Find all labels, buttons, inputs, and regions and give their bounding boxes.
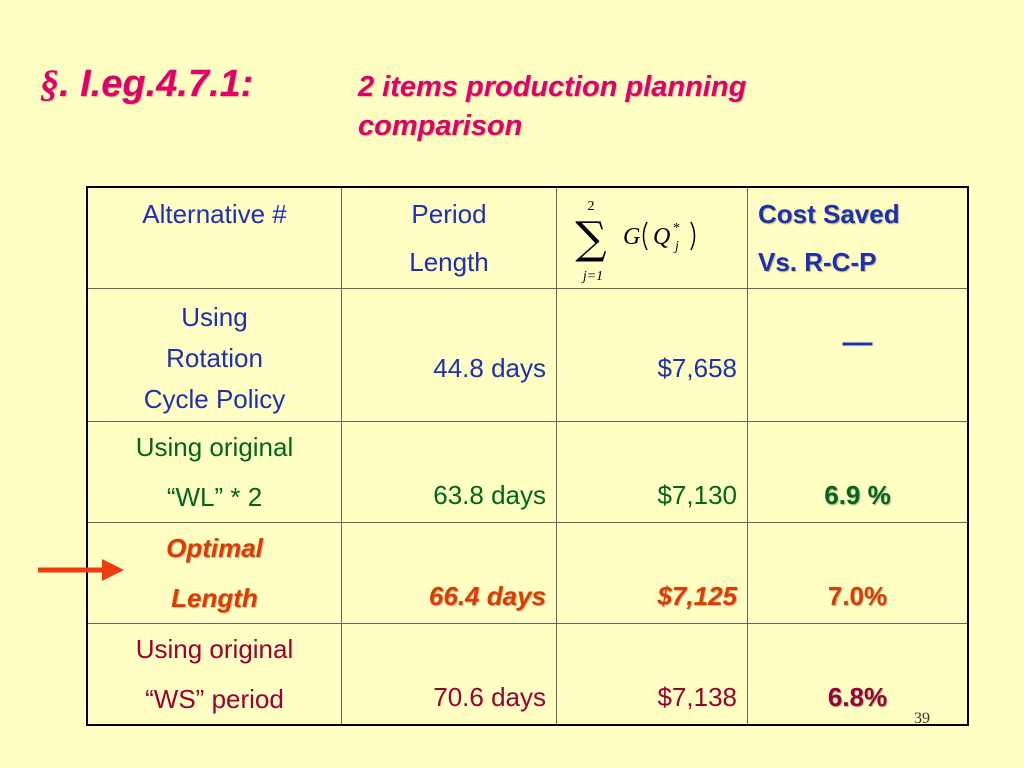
table-header-row: Alternative # Period Length 2 ∑ j=1 G Q *… [86, 186, 969, 289]
header-cost-saved: Cost Saved Vs. R-C-P [747, 186, 969, 289]
cell-period: 70.6 days [341, 623, 557, 726]
cell-saved: 7.0% [747, 522, 969, 624]
section-symbol: § [40, 63, 59, 105]
cell-saved: 6.9 % [747, 421, 969, 523]
header-period-line1: Period [411, 199, 487, 229]
table-row: Optimal Length 66.4 days $7,125 7.0% [86, 522, 969, 624]
formula-superscript: * [673, 221, 680, 236]
formula-subscript: j [673, 239, 679, 254]
right-arrow-icon [38, 559, 124, 581]
cell-saved: 6.8% [747, 623, 969, 726]
formula-right-paren [690, 221, 696, 251]
formula-variable: Q [653, 224, 670, 250]
formula-left-paren [642, 221, 648, 251]
header-sum-formula: 2 ∑ j=1 G Q * j [556, 186, 748, 289]
page-number: 39 [914, 710, 930, 727]
title-main: 2 items production planning comparison [358, 68, 918, 146]
cell-cost: $7,658 [556, 288, 748, 422]
cell-period: 66.4 days [341, 522, 557, 624]
table-row: Using original “WL” * 2 63.8 days $7,130 … [86, 421, 969, 523]
header-cost-line1: Cost Saved [758, 199, 900, 229]
comparison-table-wrapper: Alternative # Period Length 2 ∑ j=1 G Q *… [86, 186, 969, 726]
table-row: Using original “WS” period 70.6 days $7,1… [86, 623, 969, 726]
title-line-1: 2 items production planning [358, 71, 747, 103]
title-line-2: comparison [358, 110, 523, 142]
formula-lower-limit: j=1 [581, 269, 603, 284]
sum-formula-icon: 2 ∑ j=1 G Q * j [575, 199, 696, 284]
cell-cost: $7,130 [556, 421, 748, 523]
formula-function: G [623, 224, 640, 250]
header-period-line2: Length [409, 247, 489, 277]
cell-period: 44.8 days [341, 288, 557, 422]
cell-alternative: Optimal Length [86, 522, 342, 624]
cell-cost: $7,138 [556, 623, 748, 726]
cell-alternative: Using Rotation Cycle Policy [86, 288, 342, 422]
cell-alternative: Using original “WL” * 2 [86, 421, 342, 523]
formula-upper-limit: 2 [588, 199, 595, 214]
comparison-table: Alternative # Period Length 2 ∑ j=1 G Q *… [86, 186, 969, 726]
cell-alternative: Using original “WS” period [86, 623, 342, 726]
header-alternative: Alternative # [86, 186, 342, 289]
title-prefix: §. I.eg.4.7.1: [40, 62, 253, 106]
title-number: . I.eg.4.7.1: [59, 63, 254, 105]
sigma-symbol: ∑ [575, 213, 606, 264]
cell-cost: $7,125 [556, 522, 748, 624]
header-cost-line2: Vs. R-C-P [758, 247, 877, 277]
cell-period: 63.8 days [341, 421, 557, 523]
header-period-length: Period Length [341, 186, 557, 289]
cell-saved: — [747, 288, 969, 422]
slide-title: §. I.eg.4.7.1: 2 items production planni… [40, 62, 1000, 172]
table-row: Using Rotation Cycle Policy 44.8 days $7,6… [86, 288, 969, 422]
